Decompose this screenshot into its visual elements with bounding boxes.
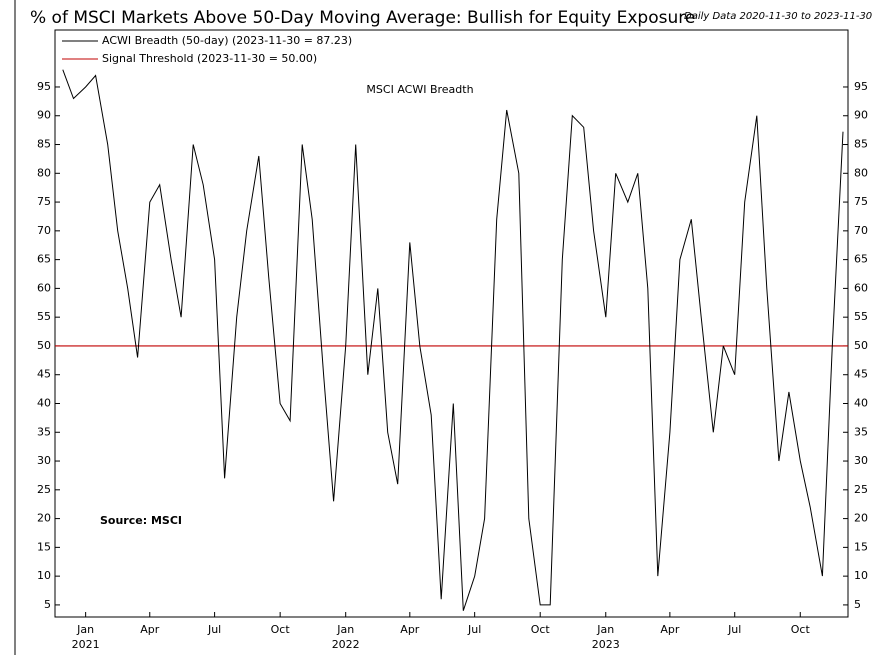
x-tick-label: Jan [76,623,94,636]
y-tick-label: 65 [854,253,868,266]
x-tick-label: Jul [727,623,741,636]
annotation: MSCI ACWI Breadth [366,83,473,96]
y-tick-label: 75 [37,195,51,208]
x-tick-label: Apr [400,623,420,636]
y-tick-label: 25 [37,483,51,496]
y-tick-label: 95 [37,80,51,93]
legend-label: ACWI Breadth (50-day) (2023-11-30 = 87.2… [102,34,352,47]
x-tick-label: Jul [467,623,481,636]
x-tick-label: Oct [791,623,811,636]
chart-subtitle: Daily Data 2020-11-30 to 2023-11-30 [684,11,872,22]
chart-title: % of MSCI Markets Above 50-Day Moving Av… [30,8,695,28]
x-tick-label: Oct [531,623,551,636]
x-tick-label: Oct [271,623,291,636]
x-tick-label: Jul [207,623,221,636]
y-tick-label: 5 [44,598,51,611]
y-tick-label: 45 [37,368,51,381]
y-tick-label: 90 [854,109,868,122]
y-tick-label: 40 [37,396,51,409]
plot-frame [54,29,849,618]
y-tick-label: 90 [37,109,51,122]
data-line [62,69,844,611]
y-tick-label: 95 [854,80,868,93]
annotation: Source: MSCI [100,514,182,527]
y-tick-label: 80 [854,166,868,179]
x-year-label: 2023 [592,638,620,651]
y-tick-label: 15 [854,540,868,553]
y-tick-label: 70 [37,224,51,237]
y-tick-label: 85 [37,138,51,151]
x-year-label: 2022 [332,638,360,651]
y-tick-label: 50 [37,339,51,352]
legend-label: Signal Threshold (2023-11-30 = 50.00) [102,52,317,65]
x-year-label: 2021 [72,638,100,651]
y-tick-label: 70 [854,224,868,237]
y-tick-label: 10 [854,569,868,582]
y-tick-label: 55 [37,310,51,323]
y-tick-label: 10 [37,569,51,582]
y-tick-label: 20 [854,512,868,525]
x-tick-label: Apr [660,623,680,636]
y-tick-label: 5 [854,598,861,611]
y-tick-label: 30 [854,454,868,467]
y-tick-label: 85 [854,138,868,151]
y-tick-label: 30 [37,454,51,467]
y-tick-label: 75 [854,195,868,208]
y-tick-label: 35 [37,425,51,438]
x-tick-label: Apr [140,623,160,636]
y-tick-label: 55 [854,310,868,323]
y-tick-label: 60 [854,281,868,294]
x-tick-label: Jan [596,623,614,636]
x-tick-label: Jan [336,623,354,636]
y-tick-label: 25 [854,483,868,496]
y-tick-label: 60 [37,281,51,294]
y-tick-label: 45 [854,368,868,381]
y-tick-label: 80 [37,166,51,179]
y-tick-label: 50 [854,339,868,352]
y-tick-label: 20 [37,512,51,525]
y-tick-label: 15 [37,540,51,553]
y-tick-label: 65 [37,253,51,266]
y-tick-label: 35 [854,425,868,438]
y-tick-label: 40 [854,396,868,409]
